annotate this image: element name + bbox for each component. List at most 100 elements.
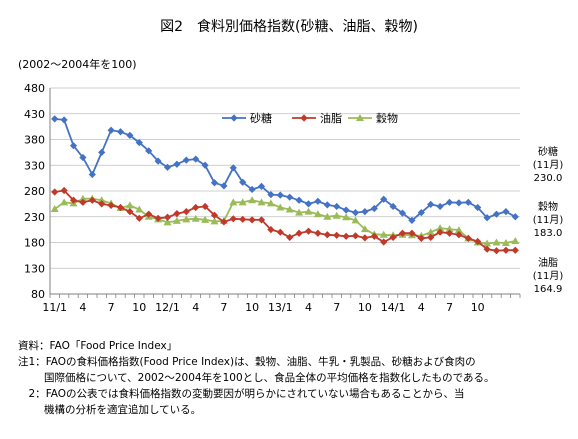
data-point-marker	[51, 188, 59, 196]
data-point-marker	[182, 208, 190, 216]
data-point-marker	[276, 203, 285, 211]
series-2	[50, 194, 520, 247]
data-point-marker	[163, 218, 172, 226]
data-point-marker	[323, 212, 332, 220]
series-0	[51, 115, 519, 224]
x-tick-label: 7	[220, 301, 227, 314]
data-point-marker	[126, 131, 134, 139]
data-point-marker	[417, 209, 425, 217]
legend-label: 砂糖	[250, 111, 272, 125]
data-point-marker	[427, 200, 435, 208]
data-point-marker	[342, 206, 350, 214]
y-tick-label: 180	[24, 237, 45, 250]
x-tick-label: 14/1	[381, 301, 406, 314]
data-point-marker	[313, 210, 322, 218]
notes-block: 資料：FAO「Food Price Index」 注1： FAOの食料価格指数(…	[18, 338, 574, 418]
data-point-marker	[210, 217, 219, 225]
data-point-marker	[295, 229, 303, 237]
note-1: 注1： FAOの食料価格指数(Food Price Index)は、穀物、油脂、…	[18, 354, 574, 370]
x-tick-label: 7	[446, 301, 453, 314]
data-point-marker	[220, 218, 228, 226]
data-point-marker	[361, 208, 369, 216]
data-point-marker	[266, 199, 275, 207]
data-point-marker	[356, 114, 364, 121]
legend-label: 油脂	[320, 111, 342, 125]
data-point-marker	[454, 226, 463, 234]
data-point-marker	[445, 198, 454, 206]
y-tick-label: 80	[31, 288, 45, 301]
data-point-marker	[135, 138, 143, 147]
data-point-marker	[502, 246, 510, 254]
data-point-marker	[50, 205, 59, 213]
data-point-marker	[389, 233, 397, 241]
y-tick-label: 430	[24, 108, 45, 121]
x-tick-label: 4	[79, 301, 86, 314]
data-point-marker	[201, 215, 210, 223]
data-point-marker	[172, 216, 181, 224]
data-point-marker	[304, 207, 313, 215]
data-point-marker	[483, 239, 492, 247]
data-point-marker	[126, 208, 134, 216]
data-point-marker	[380, 195, 388, 203]
data-point-marker	[295, 208, 304, 216]
data-point-marker	[379, 230, 388, 238]
data-point-marker	[455, 199, 463, 207]
note-2-text-2: 機構の分析を適宜追加している。	[44, 404, 202, 416]
data-point-marker	[351, 232, 360, 240]
data-point-marker	[464, 234, 472, 242]
data-point-marker	[351, 216, 360, 224]
data-point-marker	[229, 198, 238, 206]
x-tick-label: 10	[471, 301, 485, 314]
data-point-marker	[426, 228, 435, 236]
x-tick-label: 10	[245, 301, 259, 314]
data-point-marker	[248, 196, 257, 204]
data-point-marker	[389, 202, 397, 211]
data-point-marker	[483, 214, 491, 222]
data-point-marker	[492, 238, 501, 246]
data-point-marker	[370, 204, 378, 213]
x-tick-label: 7	[333, 301, 340, 314]
note-2-label: 2：	[18, 388, 46, 400]
data-point-marker	[286, 193, 294, 201]
source-note: 資料：FAO「Food Price Index」	[18, 340, 178, 352]
y-tick-label: 380	[24, 134, 45, 147]
x-tick-label: 13/1	[268, 301, 293, 314]
end-label-oil-period: (11月)	[532, 271, 564, 282]
x-tick-label: 4	[305, 301, 312, 314]
data-point-marker	[248, 185, 256, 194]
data-point-marker	[464, 198, 472, 206]
data-point-marker	[116, 128, 125, 136]
data-point-marker	[229, 215, 237, 223]
data-point-marker	[511, 236, 520, 244]
note-1-label: 注1：	[18, 356, 46, 368]
note-1-text-2: 国際価格について、2002〜2004年を100とし、食品全体の平均価格を指数化し…	[44, 372, 495, 384]
data-point-marker	[502, 208, 510, 216]
x-tick-label: 11/1	[42, 301, 67, 314]
end-label-grain-name: 穀物	[538, 202, 558, 213]
units-note: (2002〜2004年を100)	[18, 58, 137, 71]
data-point-marker	[436, 224, 445, 232]
data-point-marker	[483, 245, 491, 253]
data-point-marker	[314, 197, 322, 205]
data-point-marker	[98, 200, 106, 208]
y-tick-label: 280	[24, 185, 45, 198]
data-point-marker	[154, 157, 162, 165]
x-tick-label: 7	[108, 301, 115, 314]
data-point-marker	[173, 160, 181, 168]
data-point-marker	[191, 214, 200, 222]
note-2: 2： FAOの公表では食料価格指数の変動要因が明らかにされていない場合もあること…	[18, 386, 574, 402]
data-point-marker	[333, 202, 341, 211]
data-point-marker	[69, 196, 78, 204]
legend: 砂糖 油脂 穀物	[222, 111, 398, 125]
data-point-marker	[314, 229, 322, 237]
end-label-sugar-period: (11月)	[532, 160, 564, 171]
data-point-marker	[286, 233, 294, 241]
data-point-marker	[220, 182, 228, 190]
data-point-marker	[445, 229, 454, 237]
data-point-marker	[192, 203, 200, 212]
data-point-marker	[304, 227, 313, 235]
data-point-marker	[398, 229, 407, 237]
data-point-marker	[78, 194, 87, 202]
data-point-marker	[163, 163, 172, 171]
